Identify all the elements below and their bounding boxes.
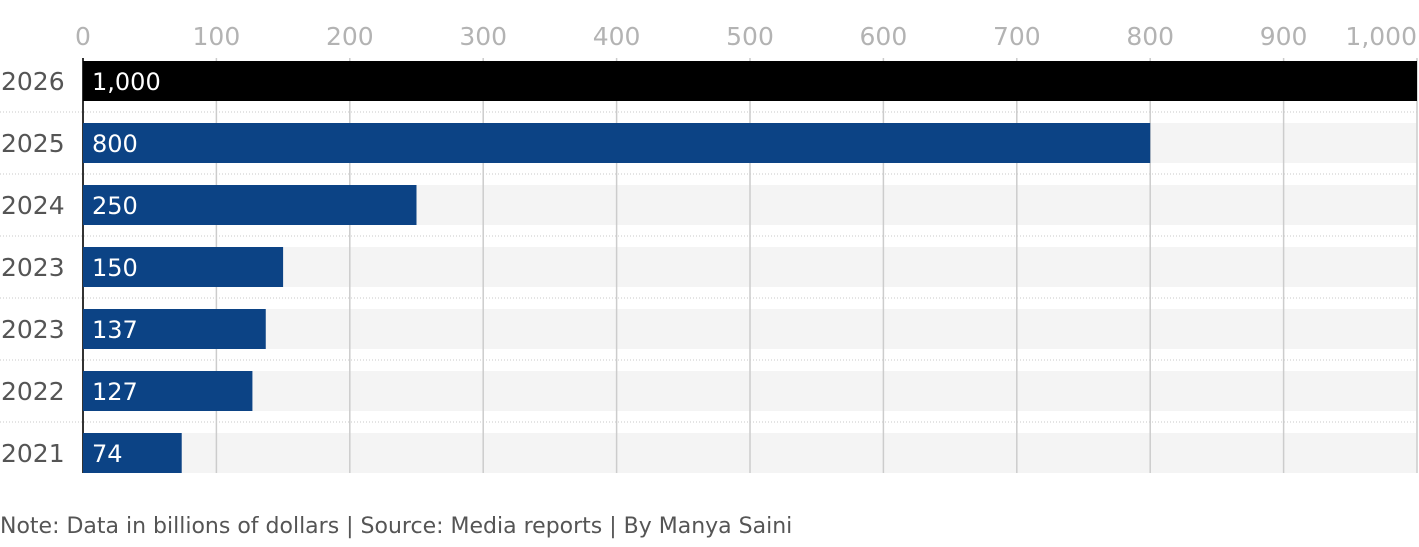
data-label: 74: [92, 440, 123, 468]
x-tick-label: 400: [593, 22, 641, 51]
bars: [83, 61, 1417, 473]
category-label: 2023: [1, 253, 65, 282]
bar: [83, 123, 1151, 163]
x-tick-label: 1,000: [1345, 22, 1417, 51]
bar-chart: 0 100 200 300 400 500 600 700 800 900 1,000 202620…: [0, 22, 1418, 473]
x-tick-label: 600: [860, 22, 908, 51]
category-label: 2025: [1, 129, 65, 158]
bar: [83, 185, 417, 225]
data-label: 250: [92, 192, 138, 220]
data-label: 150: [92, 254, 138, 282]
category-label: 2023: [1, 315, 65, 344]
category-label: 2026: [1, 67, 65, 96]
bar: [83, 433, 182, 473]
bar: [83, 371, 253, 411]
x-tick-label: 0: [75, 22, 91, 51]
chart-footnote: Note: Data in billions of dollars | Sour…: [0, 514, 793, 539]
x-tick-label: 700: [993, 22, 1041, 51]
data-label: 137: [92, 316, 138, 344]
bar: [83, 247, 284, 287]
x-tick-label: 100: [193, 22, 241, 51]
x-tick-label: 500: [726, 22, 774, 51]
bar: [83, 309, 266, 349]
x-axis-ticks: 0 100 200 300 400 500 600 700 800 900 1,000: [75, 22, 1417, 51]
data-labels: 1,000 800 250 150 137 127 74: [92, 68, 161, 468]
category-label: 2024: [1, 191, 65, 220]
data-label: 127: [92, 378, 138, 406]
x-tick-label: 900: [1260, 22, 1308, 51]
data-label: 800: [92, 130, 138, 158]
category-label: 2021: [1, 439, 65, 468]
x-tick-label: 200: [326, 22, 374, 51]
category-label: 2022: [1, 377, 65, 406]
data-label: 1,000: [92, 68, 161, 96]
category-labels: 2026 2025 2024 2023 2023 2022 2021: [1, 67, 65, 468]
x-tick-label: 300: [459, 22, 507, 51]
bar: [83, 61, 1417, 101]
x-tick-label: 800: [1126, 22, 1174, 51]
